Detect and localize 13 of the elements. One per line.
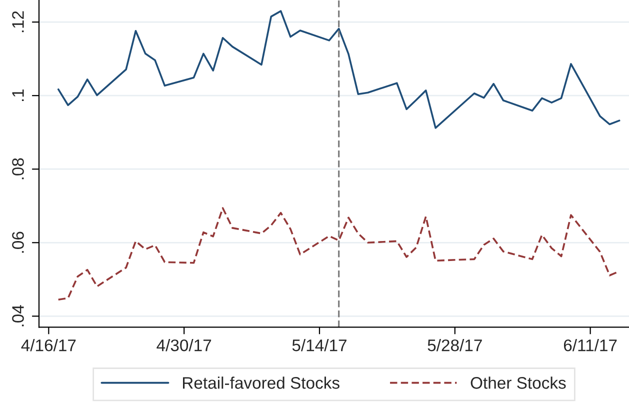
y-tick-label: .04 xyxy=(12,305,24,326)
y-tick-label: .06 xyxy=(12,232,24,253)
x-tick-label: 4/16/17 xyxy=(21,339,76,352)
x-tick-label: 4/30/17 xyxy=(156,339,212,352)
x-tick-label: 6/11/17 xyxy=(564,339,617,352)
legend-label: Retail-favored Stocks xyxy=(183,376,340,389)
y-tick-label: .1 xyxy=(12,89,24,102)
x-tick-label: 5/14/17 xyxy=(292,339,346,352)
line-series xyxy=(57,10,620,129)
y-tick-label: .12 xyxy=(12,11,24,32)
y-tick-label: .08 xyxy=(12,158,24,180)
x-tick-label: 5/28/17 xyxy=(428,339,482,352)
legend-label: Other Stocks xyxy=(470,376,566,389)
